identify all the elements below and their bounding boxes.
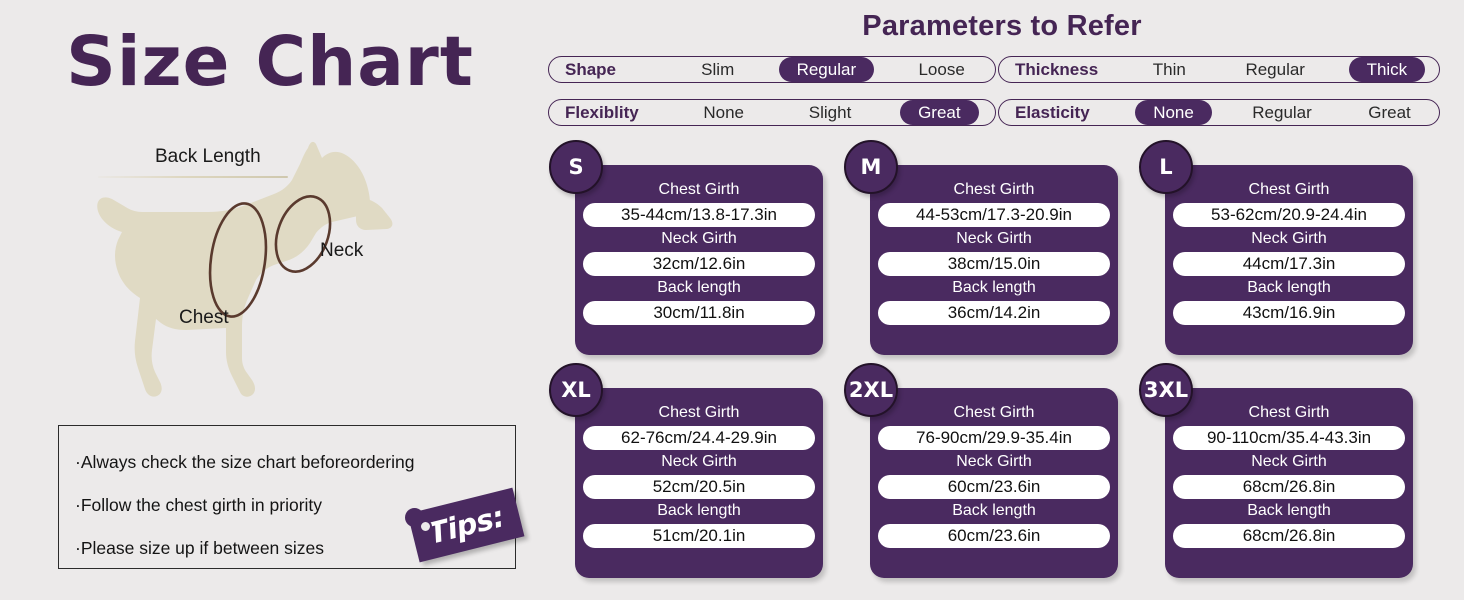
param-option-slight[interactable]: Slight — [808, 103, 852, 122]
size-card-body: Chest Girth 90-110cm/35.4-43.3in Neck Gi… — [1165, 401, 1413, 548]
dog-measurement-diagram: Back Length Neck Chest — [60, 140, 500, 410]
param-row-thickness[interactable]: Thickness Thin Regular Thick — [998, 56, 1440, 83]
measure-label-chest: Chest Girth — [1248, 181, 1330, 198]
param-option-loose[interactable]: Loose — [918, 60, 965, 79]
size-card-body: Chest Girth 62-76cm/24.4-29.9in Neck Gir… — [575, 401, 823, 548]
measure-value-neck: 44cm/17.3in — [1173, 252, 1405, 276]
measure-value-chest: 53-62cm/20.9-24.4in — [1173, 203, 1405, 227]
size-badge: M — [844, 140, 898, 194]
size-badge: S — [549, 140, 603, 194]
measure-label-neck: Neck Girth — [1251, 230, 1327, 247]
size-card-s: S Chest Girth 35-44cm/13.8-17.3in Neck G… — [549, 140, 823, 355]
measure-label-chest: Chest Girth — [658, 181, 740, 198]
param-label-shape: Shape — [565, 59, 617, 79]
tip-line: ·Follow the chest girth in priority — [75, 495, 323, 515]
param-label-thickness: Thickness — [1015, 59, 1099, 79]
back-length-rule — [98, 176, 288, 178]
measure-value-back: 51cm/20.1in — [583, 524, 815, 548]
size-card-body: Chest Girth 44-53cm/17.3-20.9in Neck Gir… — [870, 178, 1118, 325]
param-option-none[interactable]: None — [703, 103, 745, 122]
measure-value-neck: 68cm/26.8in — [1173, 475, 1405, 499]
param-option-thin[interactable]: Thin — [1152, 60, 1186, 79]
tip-line: ·Please size up if between sizes — [75, 538, 325, 558]
param-options-flexibility: None Slight Great — [671, 100, 995, 125]
measure-label-neck: Neck Girth — [956, 230, 1032, 247]
size-badge: L — [1139, 140, 1193, 194]
measure-value-neck: 32cm/12.6in — [583, 252, 815, 276]
tips-tag-dot-small — [419, 520, 432, 533]
size-badge: 2XL — [844, 363, 898, 417]
size-card-body: Chest Girth 76-90cm/29.9-35.4in Neck Gir… — [870, 401, 1118, 548]
chest-measure-loop — [208, 202, 268, 318]
param-label-elasticity: Elasticity — [1015, 102, 1090, 122]
size-card-2xl: 2XL Chest Girth 76-90cm/29.9-35.4in Neck… — [844, 363, 1118, 578]
measure-label-back: Back length — [657, 502, 741, 519]
diagram-label-back-length: Back Length — [155, 146, 261, 167]
measure-label-back: Back length — [952, 279, 1036, 296]
measure-value-back: 60cm/23.6in — [878, 524, 1110, 548]
param-option-great[interactable]: Great — [900, 100, 979, 125]
measure-label-back: Back length — [952, 502, 1036, 519]
measure-label-neck: Neck Girth — [1251, 453, 1327, 470]
size-badge: XL — [549, 363, 603, 417]
parameters-heading: Parameters to Refer — [862, 10, 1142, 42]
measure-label-chest: Chest Girth — [953, 404, 1035, 421]
measure-value-back: 36cm/14.2in — [878, 301, 1110, 325]
measure-value-chest: 90-110cm/35.4-43.3in — [1173, 426, 1405, 450]
param-option-regular[interactable]: Regular — [1252, 103, 1312, 122]
size-card-body: Chest Girth 53-62cm/20.9-24.4in Neck Gir… — [1165, 178, 1413, 325]
neck-measure-loop — [274, 195, 332, 273]
tip-line: ·Always check the size chart beforeorder… — [75, 452, 415, 472]
measure-value-neck: 60cm/23.6in — [878, 475, 1110, 499]
measure-value-neck: 38cm/15.0in — [878, 252, 1110, 276]
measure-label-back: Back length — [1247, 502, 1331, 519]
param-label-flexibility: Flexiblity — [565, 102, 639, 122]
measure-value-chest: 35-44cm/13.8-17.3in — [583, 203, 815, 227]
diagram-label-chest: Chest — [179, 307, 229, 328]
size-card-l: L Chest Girth 53-62cm/20.9-24.4in Neck G… — [1139, 140, 1413, 355]
measure-label-neck: Neck Girth — [661, 230, 737, 247]
size-card-3xl: 3XL Chest Girth 90-110cm/35.4-43.3in Nec… — [1139, 363, 1413, 578]
param-option-regular[interactable]: Regular — [1245, 60, 1305, 79]
param-options-shape: Slim Regular Loose — [671, 57, 995, 82]
param-options-elasticity: None Regular Great — [1123, 100, 1439, 125]
param-options-thickness: Thin Regular Thick — [1123, 57, 1439, 82]
param-row-shape[interactable]: Shape Slim Regular Loose — [548, 56, 996, 83]
size-card-body: Chest Girth 35-44cm/13.8-17.3in Neck Gir… — [575, 178, 823, 325]
measure-value-chest: 76-90cm/29.9-35.4in — [878, 426, 1110, 450]
measure-value-chest: 44-53cm/17.3-20.9in — [878, 203, 1110, 227]
measure-value-back: 30cm/11.8in — [583, 301, 815, 325]
param-option-great[interactable]: Great — [1368, 103, 1411, 122]
measure-label-neck: Neck Girth — [661, 453, 737, 470]
measure-value-neck: 52cm/20.5in — [583, 475, 815, 499]
left-panel: Size Chart Back Length Neck Chest ·Alway… — [0, 0, 540, 600]
measure-label-back: Back length — [1247, 279, 1331, 296]
measure-label-chest: Chest Girth — [658, 404, 740, 421]
measure-label-back: Back length — [657, 279, 741, 296]
param-option-thick[interactable]: Thick — [1348, 57, 1426, 82]
param-option-slim[interactable]: Slim — [701, 60, 735, 79]
measure-label-neck: Neck Girth — [956, 453, 1032, 470]
right-panel: Parameters to Refer Shape Slim Regular L… — [540, 0, 1464, 600]
size-badge: 3XL — [1139, 363, 1193, 417]
measure-value-chest: 62-76cm/24.4-29.9in — [583, 426, 815, 450]
page-title: Size Chart — [66, 22, 474, 102]
param-row-flexibility[interactable]: Flexiblity None Slight Great — [548, 99, 996, 126]
diagram-label-neck: Neck — [320, 240, 364, 261]
measure-label-chest: Chest Girth — [1248, 404, 1330, 421]
measure-label-chest: Chest Girth — [953, 181, 1035, 198]
size-card-m: M Chest Girth 44-53cm/17.3-20.9in Neck G… — [844, 140, 1118, 355]
size-card-xl: XL Chest Girth 62-76cm/24.4-29.9in Neck … — [549, 363, 823, 578]
measure-value-back: 68cm/26.8in — [1173, 524, 1405, 548]
dog-silhouette-icon — [97, 141, 393, 397]
param-row-elasticity[interactable]: Elasticity None Regular Great — [998, 99, 1440, 126]
param-option-none[interactable]: None — [1135, 100, 1212, 125]
param-option-regular[interactable]: Regular — [778, 57, 875, 82]
measure-value-back: 43cm/16.9in — [1173, 301, 1405, 325]
